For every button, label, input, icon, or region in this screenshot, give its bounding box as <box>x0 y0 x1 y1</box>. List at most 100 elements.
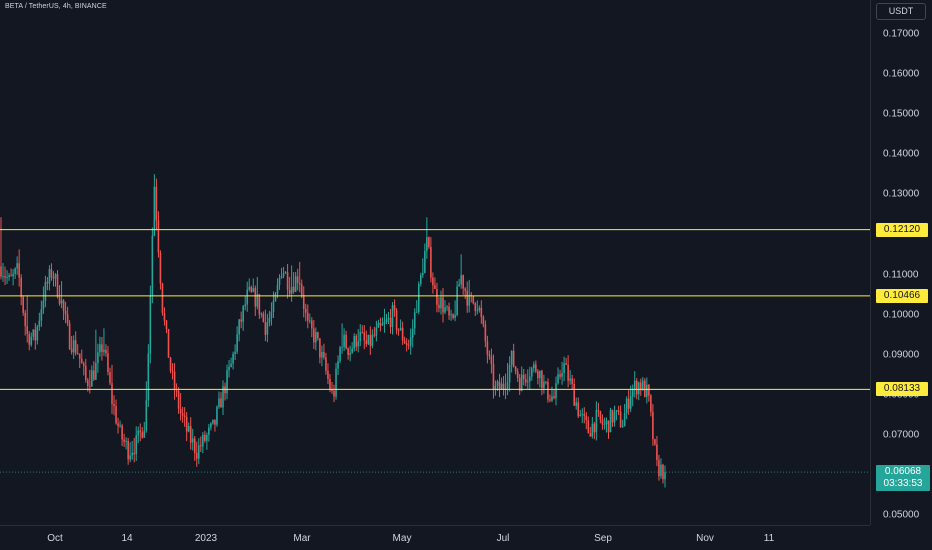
candle-body <box>551 396 553 401</box>
candle-body <box>587 420 590 434</box>
candle-body <box>86 380 89 386</box>
candle-body <box>167 328 170 358</box>
candle-body <box>537 371 539 379</box>
candle-body <box>103 349 105 352</box>
candle-body <box>34 329 37 341</box>
candle-body <box>179 408 182 414</box>
candle-body <box>462 275 464 289</box>
candle-body <box>218 398 220 408</box>
candle-body <box>397 330 400 331</box>
candle-body <box>317 332 319 339</box>
candle-body <box>8 275 10 278</box>
candle-body <box>177 391 180 409</box>
candle-body <box>379 322 382 326</box>
candle-body <box>603 424 606 425</box>
candle-body <box>472 295 475 304</box>
candle-body <box>415 311 418 313</box>
candle-body <box>327 370 329 379</box>
candle-body <box>411 328 414 338</box>
candle-body <box>470 294 473 296</box>
candle-body <box>393 305 396 311</box>
candle-body <box>539 370 541 379</box>
candle-body <box>238 319 240 335</box>
candle-body <box>230 363 232 368</box>
candle-body <box>335 368 337 397</box>
candle-body <box>68 323 71 350</box>
candle-body <box>369 334 372 346</box>
candle-body <box>240 319 242 322</box>
candle-body <box>66 314 69 324</box>
level-label: 0.08133 <box>876 382 928 397</box>
candle-body <box>611 409 614 423</box>
candle-body <box>278 278 281 285</box>
candle-body <box>292 286 295 292</box>
candle-body <box>528 376 531 382</box>
candle-body <box>119 425 121 427</box>
candle-body <box>442 297 444 313</box>
current-price-label: 0.06068 03:33:53 <box>876 465 930 492</box>
candle-body <box>315 332 317 343</box>
candle-body <box>609 409 612 433</box>
candle-body <box>22 296 25 313</box>
candle-body <box>242 306 244 322</box>
candle-body <box>321 351 323 358</box>
candle-body <box>561 373 563 377</box>
candle-body <box>32 329 35 337</box>
candle-body <box>40 309 43 321</box>
price-tick: 0.07000 <box>883 429 920 441</box>
candle-body <box>555 383 557 399</box>
price-tick: 0.09000 <box>883 349 920 361</box>
candle-body <box>268 317 271 323</box>
candle-body <box>605 420 608 425</box>
candle-body <box>401 327 404 341</box>
candle-body <box>583 413 586 416</box>
candle-body <box>50 269 53 278</box>
candle-body <box>143 430 146 438</box>
candle-body <box>476 310 479 311</box>
candle-body <box>492 364 495 390</box>
currency-button[interactable]: USDT <box>876 3 926 20</box>
candle-body <box>543 381 545 388</box>
candlestick-chart[interactable] <box>0 0 870 525</box>
candle-body <box>623 413 626 427</box>
candle-body <box>430 246 432 278</box>
candle-body <box>635 380 638 395</box>
price-tick: 0.11000 <box>883 269 919 281</box>
candle-body <box>159 252 162 284</box>
candle-body <box>200 445 202 447</box>
candle-body <box>413 312 416 329</box>
candle-body <box>18 263 20 278</box>
candle-body <box>440 297 442 309</box>
candle-body <box>625 398 628 414</box>
candle-body <box>109 371 111 384</box>
candle-body <box>629 396 632 409</box>
chart-area[interactable]: BETA / TetherUS, 4h, BINANCE <box>0 0 870 525</box>
time-axis[interactable]: Oct 14 2023 Mar May Jul Sep Nov 11 <box>0 525 870 550</box>
time-tick: May <box>392 533 412 544</box>
candle-body <box>107 353 109 372</box>
candle-body <box>557 374 559 384</box>
candle-body <box>4 276 6 278</box>
candle-body <box>52 277 55 279</box>
candle-body <box>490 356 493 365</box>
candle-body <box>228 367 230 371</box>
candle-body <box>202 434 204 447</box>
time-tick: Sep <box>594 533 612 544</box>
candle-body <box>44 282 47 301</box>
price-axis[interactable]: USDT 0.17000 0.16000 0.15000 0.14000 0.13000… <box>870 0 932 525</box>
candle-body <box>585 415 588 421</box>
candle-body <box>426 237 428 252</box>
candle-body <box>486 341 489 355</box>
candle-body <box>633 380 636 389</box>
candle-body <box>446 306 448 308</box>
candle-body <box>436 288 438 305</box>
candle-body <box>524 379 527 383</box>
candle-body <box>389 317 392 328</box>
candle-body <box>387 317 390 320</box>
candle-body <box>232 353 234 364</box>
candle-body <box>141 432 144 438</box>
candle-body <box>639 382 642 390</box>
candle-body <box>361 331 364 333</box>
candle-body <box>12 273 14 277</box>
candle-body <box>520 374 523 391</box>
